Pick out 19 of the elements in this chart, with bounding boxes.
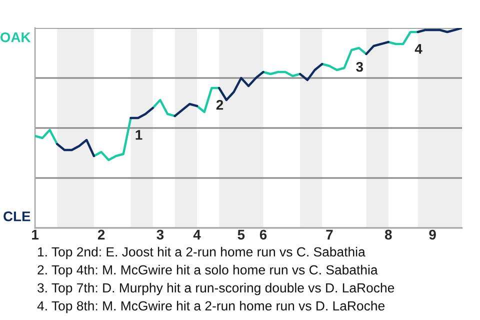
x-tick-label: 4 [193,230,201,240]
x-tick-label: 2 [98,230,105,240]
annotation: 4 [414,44,422,54]
x-tick-label: 5 [238,230,245,240]
annotation: 1 [136,130,142,140]
text: 2. Top 4th: M. McGwire hit a solo home run vs C. Sabathia [38,264,378,278]
text: OAK [0,32,31,42]
x-tick-label: 1 [32,230,39,240]
text: 1. Top 2nd: E. Joost hit a 2-run home run vs C. Sabathia [38,246,366,260]
x-tick-label: 8 [384,230,392,240]
text: 3. Top 7th: D. Murphy hit a run-scoring double vs D. LaRoche [38,282,394,296]
text: CLE [4,211,30,222]
x-tick-label: 7 [326,230,333,240]
annotation: 2 [216,100,224,110]
x-tick-label: 3 [156,230,164,240]
x-tick-label: 6 [260,230,267,240]
x-tick-label: 9 [429,230,436,240]
text: 4. Top 8th: M. McGwire hit a 2-run home run vs D. LaRoche [37,300,385,314]
annotation: 3 [356,62,363,72]
